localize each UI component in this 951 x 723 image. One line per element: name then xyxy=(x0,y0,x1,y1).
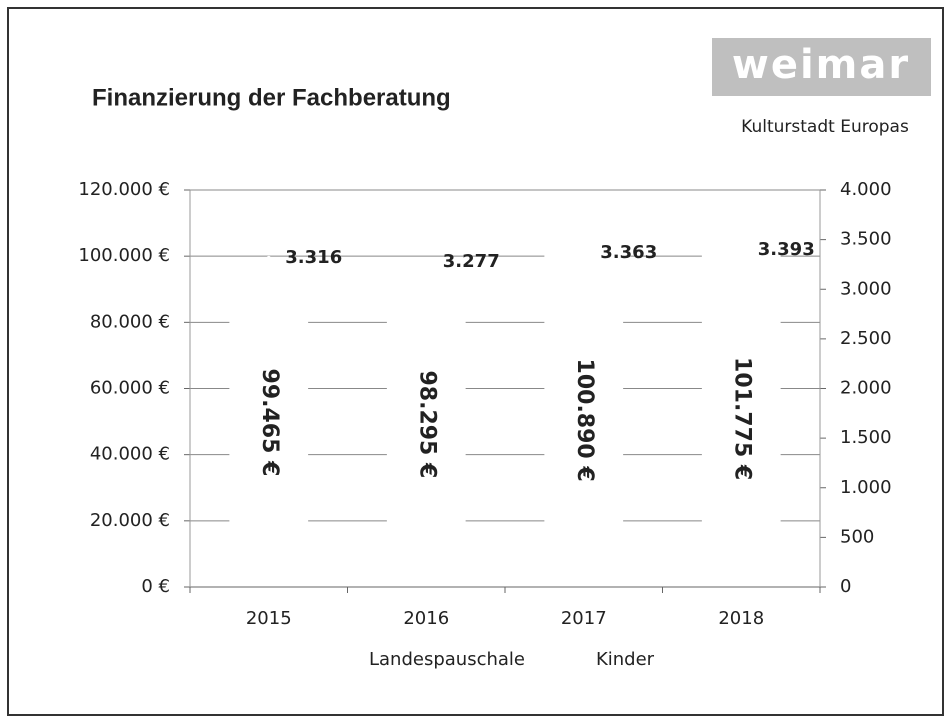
x-tick-label: 2015 xyxy=(246,608,292,629)
bar xyxy=(229,257,309,587)
point xyxy=(739,248,744,253)
data-label: 100.890 € xyxy=(572,359,597,482)
y2-tick-label: 500 xyxy=(840,526,874,547)
x-tick-label: 2018 xyxy=(718,608,764,629)
y2-tick-label: 3.000 xyxy=(840,278,892,299)
y2-tick-label: 2.500 xyxy=(840,328,892,349)
y-tick-label: 20.000 € xyxy=(90,510,170,531)
data-label: 99.465 € xyxy=(257,369,282,477)
y-tick-label: 60.000 € xyxy=(90,378,170,399)
data-label: 3.277 xyxy=(443,251,500,272)
y2-tick-label: 2.000 xyxy=(840,378,892,399)
y-tick-label: 0 € xyxy=(141,576,170,597)
point xyxy=(424,259,429,264)
data-label: 3.363 xyxy=(600,242,657,263)
data-label: 3.316 xyxy=(285,247,342,268)
chart-title: Finanzierung der Fachberatung xyxy=(92,84,451,111)
y-tick-label: 120.000 € xyxy=(78,179,170,200)
y2-tick-label: 0 xyxy=(840,576,851,597)
y2-tick-label: 3.500 xyxy=(840,229,892,250)
logo-text: weimar xyxy=(732,42,910,88)
y2-tick-label: 1.500 xyxy=(840,427,892,448)
legend-label: Landespauschale xyxy=(369,649,525,670)
bar xyxy=(701,250,781,587)
data-label: 98.295 € xyxy=(414,370,439,478)
y-tick-label: 80.000 € xyxy=(90,311,170,332)
logo-box xyxy=(712,38,931,96)
point xyxy=(266,255,271,260)
logo-subtitle: Kulturstadt Europas xyxy=(741,117,909,137)
point xyxy=(581,251,586,256)
data-label: 3.393 xyxy=(758,239,815,260)
y2-tick-label: 1.000 xyxy=(840,477,892,498)
legend-label: Kinder xyxy=(596,649,655,670)
frame xyxy=(7,7,944,716)
bar xyxy=(544,253,624,588)
x-tick-label: 2017 xyxy=(561,608,607,629)
y-tick-label: 40.000 € xyxy=(90,444,170,465)
data-label: 101.775 € xyxy=(729,357,754,480)
bar xyxy=(386,261,466,587)
y-tick-label: 100.000 € xyxy=(78,245,170,266)
x-tick-label: 2016 xyxy=(403,608,449,629)
y2-tick-label: 4.000 xyxy=(840,179,892,200)
